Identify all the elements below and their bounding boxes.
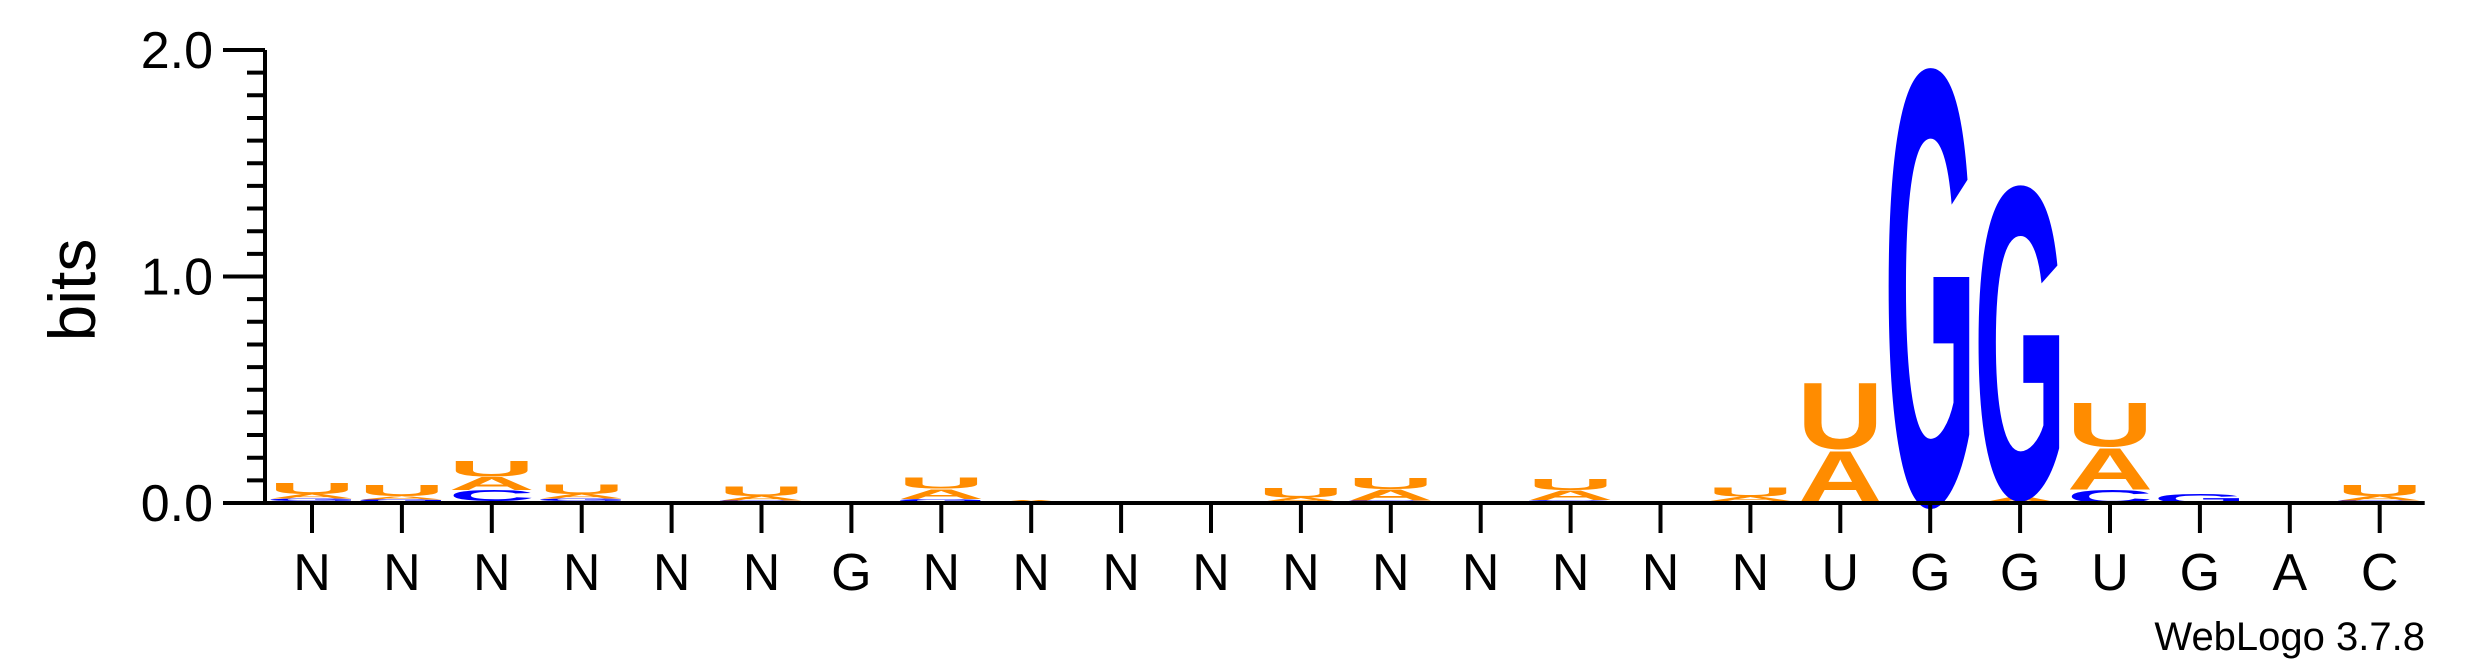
logo-letter-U: U bbox=[449, 457, 535, 482]
logo-letter-A: A bbox=[449, 473, 535, 494]
position-label: C bbox=[2361, 544, 2399, 602]
logo-letter-U: U bbox=[1797, 364, 1883, 469]
y-axis: 0.0 1.0 2.0 bbox=[141, 22, 267, 533]
logo-letter-G: G bbox=[266, 498, 359, 502]
position-label: N bbox=[383, 544, 421, 602]
position-label: N bbox=[1102, 544, 1140, 602]
logo-letter-A: A bbox=[1348, 486, 1434, 504]
position-label: N bbox=[1462, 544, 1500, 602]
weblogo-credit: WebLogo 3.7.8 bbox=[2154, 615, 2425, 659]
y-tick-label: 0.0 bbox=[141, 475, 213, 533]
position-label: N bbox=[743, 544, 781, 602]
position-label: U bbox=[2091, 544, 2129, 602]
logo-letter-U: U bbox=[1707, 485, 1793, 499]
position-label: U bbox=[1822, 544, 1860, 602]
position-label: N bbox=[1552, 544, 1590, 602]
position-label: N bbox=[1282, 544, 1320, 602]
position-label: N bbox=[293, 544, 331, 602]
logo-letter-U: U bbox=[539, 481, 625, 497]
position-label: N bbox=[1732, 544, 1770, 602]
logo-letter-G: G bbox=[535, 498, 628, 502]
position-label: G bbox=[2180, 544, 2220, 602]
logo-letter-A: A bbox=[269, 493, 355, 500]
position-label: A bbox=[2272, 544, 2307, 602]
logo-stacks: CGAUCGAUGCAUCGAUCGAUCGAUAGAUCGAUCGAUGAUA… bbox=[266, 0, 2427, 636]
logo-letter-A: A bbox=[1258, 496, 1344, 503]
logo-letter-U: U bbox=[718, 483, 804, 499]
logo-letter-U: U bbox=[1258, 485, 1344, 501]
y-tick-label: 2.0 bbox=[141, 22, 213, 80]
logo-letter-U: U bbox=[269, 480, 355, 498]
logo-letter-G: G bbox=[1884, 0, 1977, 636]
logo-letter-U: U bbox=[898, 475, 984, 493]
logo-letter-A: A bbox=[2337, 495, 2423, 502]
position-label: G bbox=[831, 544, 871, 602]
position-label: N bbox=[1642, 544, 1680, 602]
logo-letter-U: U bbox=[359, 482, 445, 500]
position-label: N bbox=[923, 544, 961, 602]
position-label: N bbox=[473, 544, 511, 602]
y-tick-label: 1.0 bbox=[141, 249, 213, 307]
position-label: N bbox=[653, 544, 691, 602]
logo-letter-U: U bbox=[1527, 476, 1613, 494]
logo-letter-G: G bbox=[895, 498, 988, 502]
logo-letter-A: A bbox=[898, 486, 984, 502]
position-label: G bbox=[2000, 544, 2040, 602]
logo-letter-U: U bbox=[1348, 475, 1434, 493]
logo-letter-A: A bbox=[1707, 495, 1793, 502]
position-label: N bbox=[1192, 544, 1230, 602]
position-label: N bbox=[1012, 544, 1050, 602]
logo-letter-U: U bbox=[2337, 482, 2423, 500]
position-label: G bbox=[1910, 544, 1950, 602]
logo-letter-A: A bbox=[359, 495, 445, 500]
logo-letter-A: A bbox=[539, 493, 625, 500]
y-axis-label: bits bbox=[35, 239, 109, 342]
logo-letter-U: U bbox=[2067, 390, 2153, 460]
logo-letter-A: A bbox=[718, 495, 804, 502]
logo-letter-A: A bbox=[2067, 436, 2153, 502]
logo-letter-A: A bbox=[1977, 496, 2063, 505]
logo-letter-G: G bbox=[355, 499, 448, 502]
position-label: N bbox=[1372, 544, 1410, 602]
position-label: N bbox=[563, 544, 601, 602]
logo-letter-A: A bbox=[1527, 487, 1613, 503]
logo-letter-C: C bbox=[449, 487, 535, 505]
